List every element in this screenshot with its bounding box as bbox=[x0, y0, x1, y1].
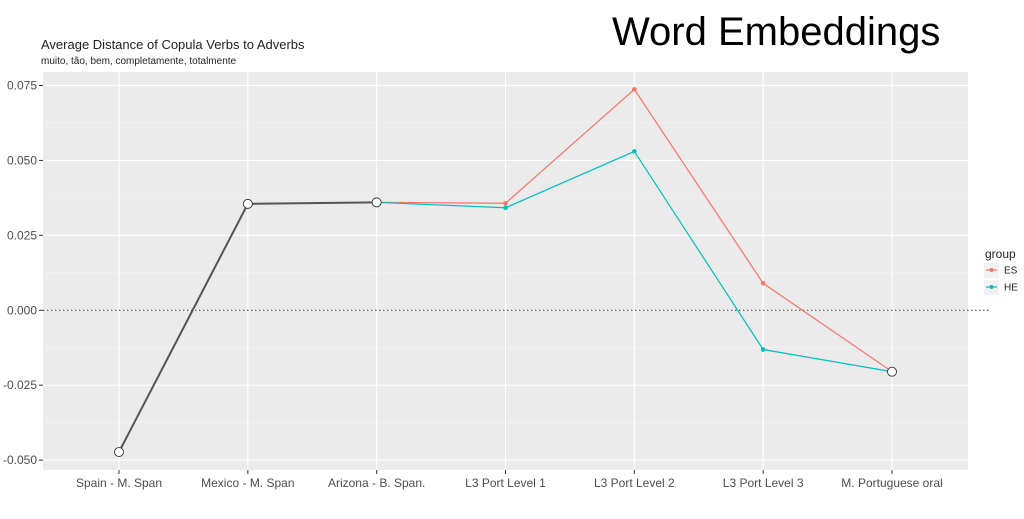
y-tick-label: -0.050 bbox=[3, 453, 37, 467]
x-tick-label: L3 Port Level 3 bbox=[723, 476, 804, 490]
open-point-marker bbox=[242, 198, 253, 209]
legend-title: group bbox=[985, 247, 1016, 261]
data-point-he bbox=[503, 205, 508, 211]
open-point-marker bbox=[114, 447, 124, 457]
data-point-he bbox=[760, 347, 766, 352]
x-tick-label: Spain - M. Span bbox=[76, 476, 162, 490]
legend-key-point-es bbox=[989, 268, 994, 272]
data-point-es bbox=[760, 280, 766, 286]
open-point-marker bbox=[371, 197, 382, 208]
y-tick-label: 0.050 bbox=[7, 153, 37, 167]
data-point-es bbox=[503, 200, 508, 206]
x-tick-label: L3 Port Level 2 bbox=[594, 476, 675, 490]
x-tick-label: M. Portuguese oral bbox=[841, 476, 942, 490]
legend-label-he: HE bbox=[1004, 283, 1018, 294]
y-tick-label: 0.000 bbox=[7, 303, 37, 317]
slide-title: Word Embeddings bbox=[612, 10, 941, 54]
x-tick-label: Arizona - B. Span. bbox=[328, 476, 425, 490]
legend-key-point-he bbox=[989, 285, 994, 289]
legend: group ES HE bbox=[984, 247, 1018, 295]
point-layer bbox=[114, 87, 897, 457]
open-point-marker bbox=[887, 366, 897, 377]
legend-label-es: ES bbox=[1004, 266, 1018, 277]
chart-subtitle: muito, tão, bem, completamente, totalmen… bbox=[41, 56, 237, 67]
data-point-es bbox=[632, 87, 637, 92]
x-tick-label: L3 Port Level 1 bbox=[465, 476, 546, 490]
data-point-he bbox=[632, 149, 637, 154]
x-tick-label: Mexico - M. Span bbox=[201, 476, 294, 490]
y-tick-label: -0.025 bbox=[3, 378, 37, 392]
grid-layer bbox=[43, 72, 968, 470]
axis-layer: 0.075 0.050 0.025 0.000 -0.025 -0.050 Spain - … bbox=[3, 78, 943, 490]
chart-title: Average Distance of Copula Verbs to Adve… bbox=[41, 37, 305, 52]
legend-items: ES HE bbox=[984, 263, 1018, 295]
y-tick-label: 0.075 bbox=[7, 78, 37, 92]
y-tick-label: 0.025 bbox=[7, 228, 37, 242]
